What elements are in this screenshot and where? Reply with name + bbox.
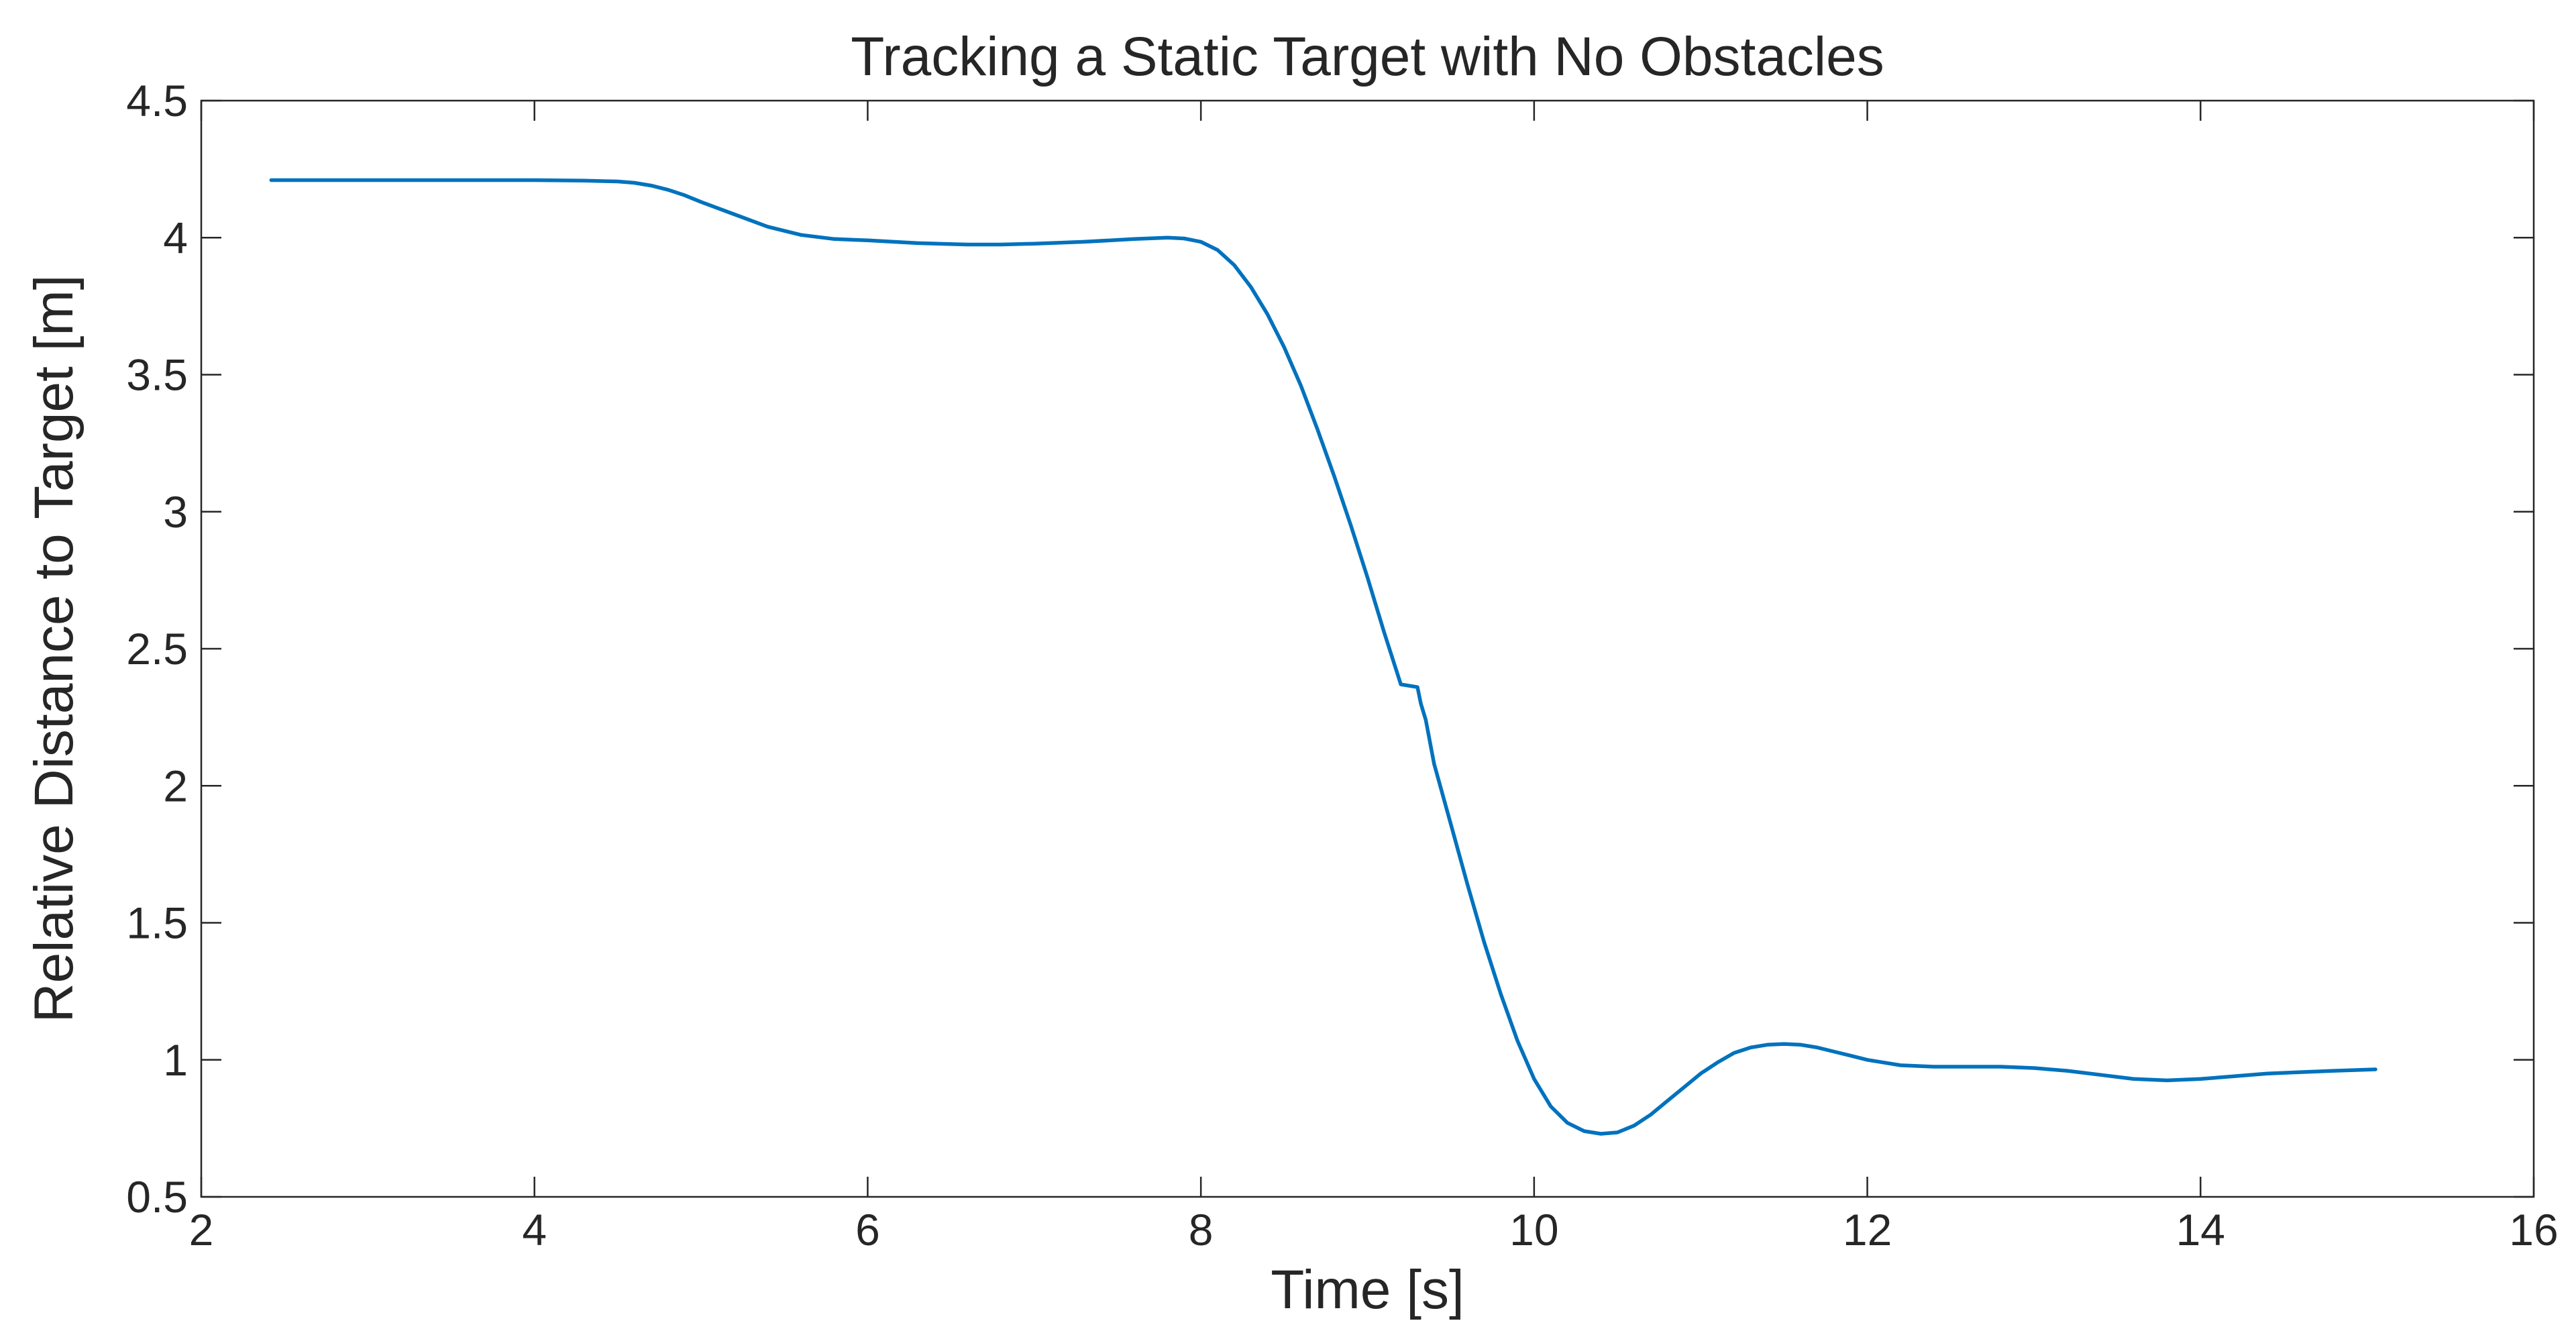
x-tick-label: 6 [855, 1205, 880, 1255]
x-tick-label: 10 [1509, 1205, 1558, 1255]
x-tick-label: 2 [189, 1205, 214, 1255]
y-tick-label: 3 [163, 487, 188, 537]
series-layer [269, 178, 2377, 1136]
y-tick-label: 0.5 [126, 1172, 188, 1222]
x-tick-label: 16 [2509, 1205, 2558, 1255]
y-tick-label: 4 [163, 213, 188, 262]
y-axis-label: Relative Distance to Target [m] [23, 274, 85, 1022]
y-tick-label: 2.5 [126, 624, 188, 674]
x-tick-label: 4 [522, 1205, 547, 1255]
y-tick-label: 1 [163, 1035, 188, 1085]
series-line [269, 178, 2377, 1136]
x-tick-labels: 2 4 6 8 10 12 14 16 [189, 1205, 2559, 1255]
y-tick-label: 4.5 [126, 76, 188, 125]
x-axis-label: Time [s] [1271, 1259, 1464, 1320]
y-tick-labels: 0.5 1 1.5 2 2.5 3 3.5 4 4.5 [126, 76, 188, 1222]
axes-box [200, 99, 2535, 1198]
x-tick-label: 14 [2176, 1205, 2225, 1255]
chart-title: Tracking a Static Target with No Obstacl… [851, 26, 1884, 87]
y-tick-label: 1.5 [126, 898, 188, 948]
plot-area [201, 101, 2534, 1197]
x-tick-label: 8 [1189, 1205, 1214, 1255]
y-tick-label: 3.5 [126, 350, 188, 400]
y-tick-label: 2 [163, 761, 188, 810]
x-tick-label: 12 [1843, 1205, 1892, 1255]
